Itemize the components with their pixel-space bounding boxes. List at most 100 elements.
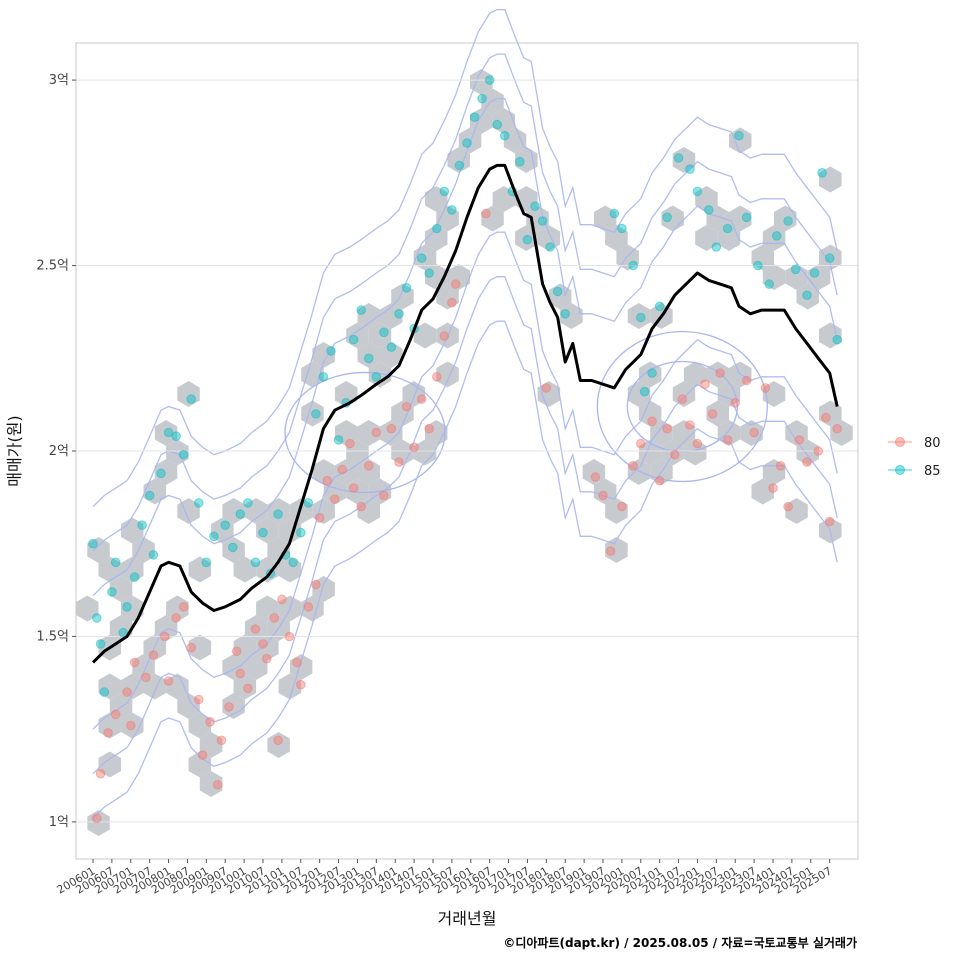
hexbin-cell bbox=[683, 361, 707, 388]
hexbin-cell bbox=[87, 537, 110, 563]
data-point-85 bbox=[432, 223, 442, 234]
hexbin-cell bbox=[199, 771, 223, 797]
hexbin-cell bbox=[166, 595, 189, 622]
x-axis-ticks: 2006012006072007012007072008012008072009… bbox=[55, 859, 834, 897]
data-point-80 bbox=[541, 383, 552, 393]
trend-line-layer bbox=[91, 163, 839, 664]
data-point-80 bbox=[700, 379, 710, 390]
data-point-85 bbox=[243, 498, 253, 508]
data-point-80 bbox=[345, 438, 355, 449]
hexbin-cell bbox=[785, 498, 808, 524]
data-point-80 bbox=[258, 639, 268, 649]
data-point-80 bbox=[707, 409, 718, 419]
data-point-80 bbox=[371, 427, 382, 438]
data-point-80 bbox=[424, 423, 435, 434]
data-point-80 bbox=[821, 412, 831, 423]
hexbin-cell bbox=[627, 303, 651, 329]
density-contour bbox=[92, 320, 838, 819]
data-point-85 bbox=[186, 394, 196, 404]
data-point-80 bbox=[722, 435, 733, 445]
data-point-85 bbox=[110, 557, 121, 568]
data-point-80 bbox=[250, 624, 261, 634]
hexbin-cell bbox=[267, 537, 290, 563]
hexbin-cell bbox=[312, 498, 335, 524]
data-point-80 bbox=[160, 631, 170, 642]
hexbin-cell bbox=[312, 459, 335, 485]
data-point-80 bbox=[311, 579, 321, 590]
hexbin-cell bbox=[391, 400, 414, 427]
legend-label: 85 bbox=[924, 464, 941, 479]
density-contour bbox=[284, 371, 446, 494]
data-point-85 bbox=[484, 75, 495, 85]
data-point-80 bbox=[416, 394, 427, 404]
hexbin-cell bbox=[819, 166, 842, 193]
data-point-80 bbox=[685, 420, 695, 430]
data-point-80 bbox=[178, 602, 189, 612]
hexbin-cell bbox=[233, 556, 257, 583]
data-point-85 bbox=[209, 531, 219, 542]
data-point-85 bbox=[685, 164, 695, 174]
data-point-85 bbox=[783, 216, 793, 226]
data-point-80 bbox=[409, 442, 419, 453]
hexbin-cell bbox=[785, 420, 808, 446]
data-point-85 bbox=[628, 260, 639, 271]
data-point-80 bbox=[598, 490, 608, 501]
data-point-80 bbox=[273, 735, 283, 746]
data-point-80 bbox=[205, 717, 215, 727]
density-contour bbox=[92, 276, 838, 775]
hexbin-cell bbox=[121, 595, 144, 622]
data-point-80 bbox=[450, 279, 461, 289]
data-point-80 bbox=[348, 483, 359, 493]
hexbin-cell bbox=[233, 634, 257, 661]
hexbin-cell bbox=[346, 439, 369, 466]
data-point-85 bbox=[462, 138, 472, 148]
data-point-80 bbox=[749, 427, 759, 438]
hexbin-cell bbox=[819, 244, 842, 271]
hexbin-cell bbox=[244, 615, 268, 641]
data-point-85 bbox=[741, 212, 752, 223]
hexbin-cell bbox=[796, 439, 819, 466]
data-point-85 bbox=[171, 431, 181, 442]
data-point-85 bbox=[647, 368, 657, 378]
data-point-85 bbox=[492, 119, 503, 130]
data-point-80 bbox=[197, 750, 208, 760]
data-point-80 bbox=[628, 461, 639, 471]
hexbin-cell bbox=[256, 556, 279, 583]
data-point-85 bbox=[500, 130, 510, 141]
data-point-80 bbox=[330, 494, 340, 505]
hexbin-cell bbox=[436, 283, 459, 310]
hexbin-cell bbox=[244, 654, 268, 680]
data-point-85 bbox=[832, 334, 843, 345]
data-point-80 bbox=[163, 676, 174, 686]
hexbin-cell bbox=[154, 459, 178, 485]
hexbin-cell bbox=[807, 264, 831, 290]
data-point-85 bbox=[639, 386, 650, 397]
data-point-85 bbox=[772, 231, 782, 241]
hexbin-cell bbox=[109, 693, 133, 719]
data-point-80 bbox=[590, 472, 601, 482]
data-point-85 bbox=[711, 242, 722, 252]
data-point-80 bbox=[92, 813, 102, 824]
hexbin-cell bbox=[447, 264, 470, 290]
hexbin-cell bbox=[751, 244, 774, 271]
data-point-85 bbox=[194, 498, 204, 508]
data-point-80 bbox=[216, 735, 227, 746]
hexbin-cell bbox=[537, 381, 561, 407]
data-point-80 bbox=[662, 423, 673, 434]
hexbin-cell bbox=[425, 225, 448, 251]
data-point-85 bbox=[824, 253, 835, 263]
hexbin-cell bbox=[593, 205, 617, 232]
hexbin-cell bbox=[830, 420, 853, 446]
hexbin-cell bbox=[436, 205, 459, 232]
data-point-80 bbox=[692, 438, 703, 449]
hexbin-cell bbox=[143, 478, 167, 505]
data-point-85 bbox=[477, 93, 487, 104]
data-point-85 bbox=[636, 312, 646, 323]
data-point-85 bbox=[401, 283, 412, 293]
hexbin-cell bbox=[98, 556, 121, 583]
data-point-85 bbox=[515, 156, 525, 167]
hexbin-cell bbox=[154, 420, 178, 446]
data-point-80 bbox=[296, 679, 306, 690]
data-point-80 bbox=[617, 501, 627, 512]
hexbin-cell bbox=[548, 283, 572, 310]
